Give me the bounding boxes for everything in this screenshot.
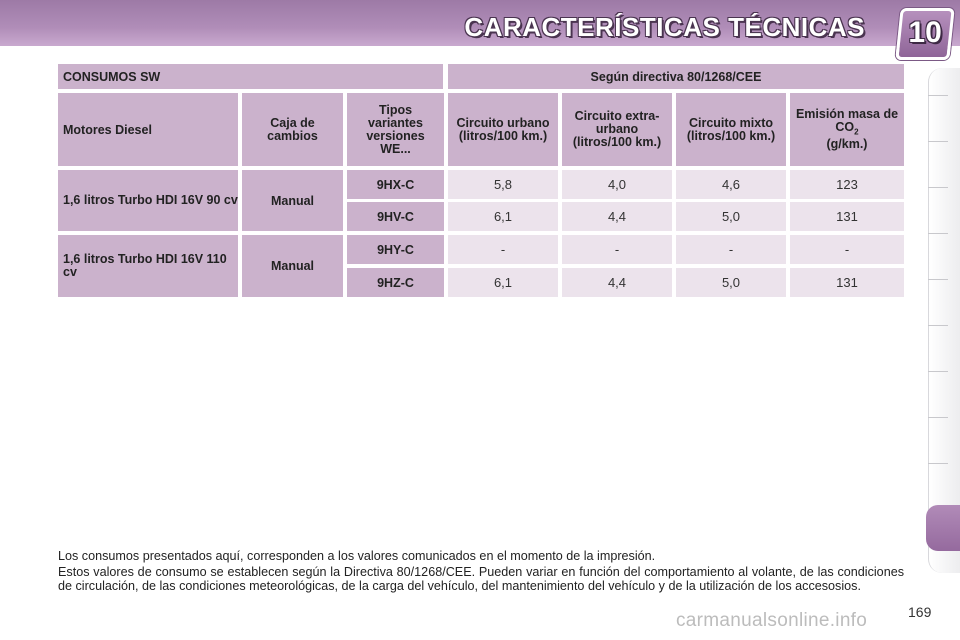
emission-header-text: Emisión masa de CO <box>795 106 899 134</box>
chapter-badge: 10 <box>895 8 955 60</box>
tab-divider <box>928 233 948 234</box>
header-underline <box>0 46 880 49</box>
watermark: carmanualsonline.info <box>676 610 868 631</box>
column-header-emission: Emisión masa de CO2 (g/km.) <box>790 93 904 166</box>
emission-value-cell: 131 <box>790 202 904 231</box>
urban-value-cell: 6,1 <box>448 202 558 231</box>
tab-divider <box>928 141 948 142</box>
variant-code-cell: 9HX-C <box>347 170 444 199</box>
mixed-value-cell: 4,6 <box>676 170 786 199</box>
note-paragraph: Los consumos presentados aquí, correspon… <box>58 549 656 563</box>
emission-header-subscript: 2 <box>854 127 859 137</box>
note-paragraph: Estos valores de consumo se establecen s… <box>58 565 904 593</box>
extra-urban-value-cell: 4,0 <box>562 170 672 199</box>
tab-divider <box>928 371 948 372</box>
page-title: CARACTERÍSTICAS TÉCNICAS <box>464 12 865 42</box>
tab-divider <box>928 95 948 96</box>
urban-value-cell: 5,8 <box>448 170 558 199</box>
emission-value-cell: - <box>790 235 904 264</box>
mixed-value-cell: - <box>676 235 786 264</box>
column-header-gearbox: Caja de cambios <box>242 93 343 166</box>
tab-divider <box>928 187 948 188</box>
chapter-header-band <box>0 0 960 46</box>
tab-divider <box>928 417 948 418</box>
urban-value-cell: 6,1 <box>448 268 558 297</box>
gearbox-cell: Manual <box>242 170 343 231</box>
table-directive: Según directiva 80/1268/CEE <box>448 64 904 89</box>
tab-divider <box>928 325 948 326</box>
extra-urban-value-cell: 4,4 <box>562 202 672 231</box>
mixed-value-cell: 5,0 <box>676 268 786 297</box>
chapter-tab-strip <box>928 68 960 573</box>
variant-code-cell: 9HZ-C <box>347 268 444 297</box>
engine-cell: 1,6 litros Turbo HDI 16V 110 cv <box>58 235 238 297</box>
extra-urban-value-cell: 4,4 <box>562 268 672 297</box>
column-header-variants: Tipos variantes versiones WE... <box>347 93 444 166</box>
chapter-number: 10 <box>908 16 942 49</box>
emission-header-line: Emisión masa de CO2 <box>790 106 904 139</box>
table-title: CONSUMOS SW <box>58 64 443 89</box>
tab-divider <box>928 279 948 280</box>
urban-value-cell: - <box>448 235 558 264</box>
column-header-urban: Circuito urbano (litros/100 km.) <box>448 93 558 166</box>
gearbox-cell: Manual <box>242 235 343 297</box>
page-number: 169 <box>908 604 932 620</box>
column-header-extra-urban: Circuito extra-urbano (litros/100 km.) <box>562 93 672 166</box>
column-header-engine: Motores Diesel <box>58 93 238 166</box>
extra-urban-value-cell: - <box>562 235 672 264</box>
tab-divider <box>928 463 948 464</box>
emission-header-unit: (g/km.) <box>826 137 868 152</box>
column-header-mixed: Circuito mixto (litros/100 km.) <box>676 93 786 166</box>
emission-value-cell: 131 <box>790 268 904 297</box>
emission-value-cell: 123 <box>790 170 904 199</box>
variant-code-cell: 9HV-C <box>347 202 444 231</box>
mixed-value-cell: 5,0 <box>676 202 786 231</box>
variant-code-cell: 9HY-C <box>347 235 444 264</box>
chapter-tab-active[interactable] <box>926 505 960 551</box>
engine-cell: 1,6 litros Turbo HDI 16V 90 cv <box>58 170 238 231</box>
